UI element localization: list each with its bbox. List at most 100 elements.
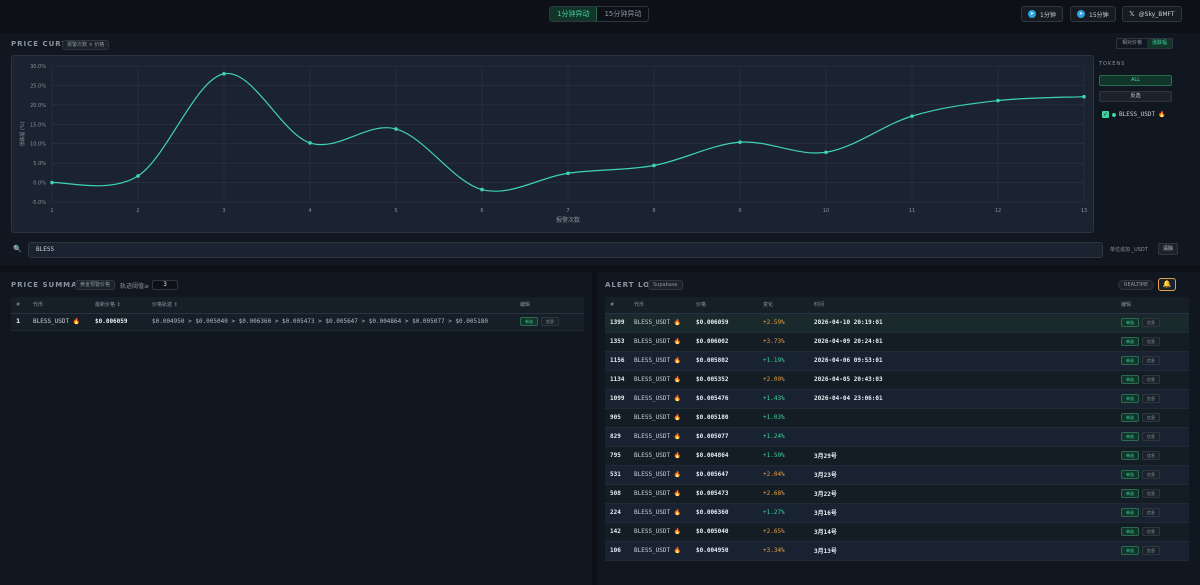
info-button[interactable]: 信息	[1142, 489, 1160, 498]
alert-token: BLESS_USDT 🔥	[634, 522, 696, 542]
single-select-button[interactable]: 单选	[1121, 489, 1139, 498]
info-button[interactable]: 信息	[1142, 546, 1160, 555]
select-all-button[interactable]: ALL	[1099, 75, 1172, 86]
token-item[interactable]: ✓ BLESS_USDT 🔥	[1102, 111, 1166, 118]
single-select-button[interactable]: 单选	[1121, 508, 1139, 517]
alert-id: 1156	[605, 351, 634, 371]
alert-price: $0.006360	[696, 503, 763, 523]
data-point	[1082, 94, 1086, 99]
token-search-input[interactable]: BLESS	[28, 242, 1103, 258]
alert-price: $0.005476	[696, 389, 763, 409]
data-point	[652, 163, 656, 168]
table-row: 1099 BLESS_USDT 🔥 $0.005476 +1.43% 2026-04-0…	[605, 389, 1189, 409]
single-select-button[interactable]: 单选	[1121, 375, 1139, 384]
alert-actions: 单选 信息	[1121, 484, 1189, 504]
table-row: 829 BLESS_USDT 🔥 $0.005077 +1.24% 单选 信息	[605, 427, 1189, 447]
mode-1m-tab[interactable]: 1分钟异动	[550, 7, 598, 21]
info-button[interactable]: 信息	[1142, 451, 1160, 460]
alert-price: $0.005352	[696, 370, 763, 390]
info-button[interactable]: 信息	[1142, 413, 1160, 422]
y-tick-label: 20.0%	[30, 103, 46, 109]
clear-search-button[interactable]: 清除	[1158, 243, 1179, 255]
alert-id: 829	[605, 427, 634, 447]
info-button[interactable]: 信息	[541, 317, 559, 326]
info-button[interactable]: 信息	[1142, 375, 1160, 384]
alert-price: $0.006002	[696, 332, 763, 352]
fire-icon: 🔥	[72, 318, 81, 325]
token-filter: TOKENS ALL 反选 ✓ BLESS_USDT 🔥	[1096, 55, 1178, 233]
fire-icon: 🔥	[673, 319, 682, 326]
telegram-15m-button[interactable]: ➤ 15分钟	[1070, 6, 1116, 22]
data-point	[910, 114, 914, 118]
alert-time: 2026-04-10 20:19:01	[814, 313, 1121, 333]
invert-selection-button[interactable]: 反选	[1099, 91, 1172, 102]
alert-token: BLESS_USDT 🔥	[634, 313, 696, 333]
single-select-button[interactable]: 单选	[1121, 470, 1139, 479]
col-change: 变化	[763, 297, 814, 314]
alert-actions: 单选 信息	[1121, 503, 1189, 523]
token-name: BLESS_USDT	[634, 471, 671, 478]
alert-token: BLESS_USDT 🔥	[634, 332, 696, 352]
info-button[interactable]: 信息	[1142, 508, 1160, 517]
single-select-button[interactable]: 单选	[520, 317, 538, 326]
table-row: 531 BLESS_USDT 🔥 $0.005647 +2.04% 3月23号 单选 信息	[605, 465, 1189, 485]
search-row: 🔍 BLESS	[11, 242, 1105, 258]
data-point	[738, 140, 742, 144]
alert-log-panel: ALERT LOG Supabase REALTIME 🔔 # 代币 价格 变化…	[598, 272, 1200, 585]
row-actions: 单选 信息	[520, 313, 584, 331]
token-name: BLESS_USDT	[33, 318, 70, 325]
telegram-1m-button[interactable]: ➤ 1分钟	[1021, 6, 1063, 22]
info-button[interactable]: 信息	[1142, 527, 1160, 536]
alert-token: BLESS_USDT 🔥	[634, 370, 696, 390]
top-bar: 1分钟异动 15分钟异动 ➤ 1分钟 ➤ 15分钟 𝕏 @Sky_BMFT	[0, 0, 1200, 30]
alert-actions: 单选 信息	[1121, 408, 1189, 428]
mode-15m-tab[interactable]: 15分钟异动	[604, 10, 642, 18]
summary-table: # 代币 最新价格 ↕ 价格轨迹 ↕ 编辑 1 BLESS_USDT 🔥 $0.…	[11, 297, 584, 331]
info-button[interactable]: 信息	[1142, 356, 1160, 365]
info-button[interactable]: 信息	[1142, 318, 1160, 327]
relative-price-toggle[interactable]: 相对价格	[1122, 40, 1143, 46]
single-select-button[interactable]: 单选	[1121, 546, 1139, 555]
alert-change: +2.68%	[763, 484, 814, 504]
alert-time: 3月13号	[814, 541, 1121, 561]
single-select-button[interactable]: 单选	[1121, 451, 1139, 460]
info-button[interactable]: 信息	[1142, 394, 1160, 403]
alert-actions: 单选 信息	[1121, 522, 1189, 542]
checkbox-checked-icon[interactable]: ✓	[1102, 111, 1109, 118]
bell-icon[interactable]: 🔔	[1158, 278, 1176, 291]
single-select-button[interactable]: 单选	[1121, 432, 1139, 441]
alert-price: $0.006059	[696, 313, 763, 333]
single-select-button[interactable]: 单选	[1121, 413, 1139, 422]
fire-icon: 🔥	[673, 490, 682, 497]
x-account-button[interactable]: 𝕏 @Sky_BMFT	[1122, 6, 1182, 22]
col-trail[interactable]: 价格轨迹 ↕	[152, 297, 520, 314]
alert-id: 1099	[605, 389, 634, 409]
row-price: $0.006059	[95, 313, 152, 331]
col-edit: 编辑	[520, 297, 584, 314]
col-latest-price[interactable]: 最新价格 ↕	[95, 297, 152, 314]
alert-time: 3月16号	[814, 503, 1121, 523]
price-summary-title: PRICE SUMMARY	[11, 281, 90, 289]
y-tick-label: 30.0%	[30, 64, 46, 70]
alert-time: 3月14号	[814, 522, 1121, 542]
info-button[interactable]: 信息	[1142, 337, 1160, 346]
alert-price: $0.005180	[696, 408, 763, 428]
single-select-button[interactable]: 单选	[1121, 318, 1139, 327]
x-tick-label: 10	[823, 208, 829, 214]
fire-icon: 🔥	[673, 471, 682, 478]
single-select-button[interactable]: 单选	[1121, 394, 1139, 403]
single-select-button[interactable]: 单选	[1121, 527, 1139, 536]
row-token: BLESS_USDT 🔥	[33, 313, 95, 331]
alert-time: 2026-04-09 20:24:01	[814, 332, 1121, 352]
info-button[interactable]: 信息	[1142, 470, 1160, 479]
info-button[interactable]: 信息	[1142, 432, 1160, 441]
price-chart: 30.0% 25.0% 20.0% 15.0% 10.0% 5.0% 0.0% -5.0% 1 2…	[11, 55, 1094, 233]
table-row: 1399 BLESS_USDT 🔥 $0.006059 +2.59% 2026-04-1…	[605, 313, 1189, 333]
row-index: 1	[11, 313, 33, 331]
alert-token: BLESS_USDT 🔥	[634, 465, 696, 485]
single-select-button[interactable]: 单选	[1121, 356, 1139, 365]
threshold-input[interactable]: 3	[152, 280, 178, 290]
change-pct-toggle[interactable]: 涨跌幅	[1147, 39, 1173, 48]
single-select-button[interactable]: 单选	[1121, 337, 1139, 346]
alert-id: 1353	[605, 332, 634, 352]
